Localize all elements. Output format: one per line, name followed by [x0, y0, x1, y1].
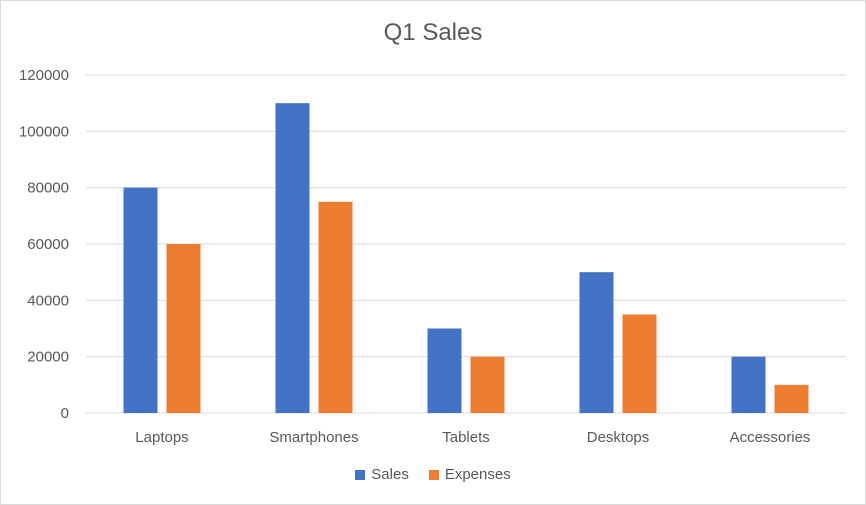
- bar-expenses-laptops: [166, 244, 201, 413]
- legend-label-sales: Sales: [371, 466, 409, 483]
- x-tick-label: Laptops: [135, 429, 188, 446]
- bar-sales-smartphones: [275, 103, 310, 414]
- x-tick-label: Accessories: [730, 429, 811, 446]
- legend-label-expenses: Expenses: [444, 466, 511, 483]
- y-tick-label: 120000: [19, 67, 69, 84]
- bar-sales-accessories: [731, 356, 766, 413]
- legend: Sales Expenses: [1, 466, 865, 483]
- plot-area: 0 20000 40000 60000 80000 100000 120000 Laptops…: [19, 67, 846, 446]
- chart-title: Q1 Sales: [383, 19, 483, 46]
- x-tick-label: Smartphones: [269, 429, 358, 446]
- bar-sales-laptops: [123, 187, 158, 413]
- y-tick-label: 60000: [27, 236, 69, 253]
- legend-swatch-expenses: [428, 469, 439, 480]
- y-tick-label: 100000: [19, 123, 69, 140]
- legend-swatch-sales: [355, 469, 366, 480]
- bar-sales-desktops: [579, 272, 614, 413]
- x-tick-label: Tablets: [442, 429, 490, 446]
- legend-entry-expenses: Expenses: [428, 466, 511, 483]
- legend-entry-sales: Sales: [355, 466, 409, 483]
- x-tick-label: Desktops: [587, 429, 650, 446]
- bar-sales-tablets: [427, 328, 462, 413]
- bar-expenses-desktops: [622, 314, 657, 413]
- bar-expenses-tablets: [470, 356, 505, 413]
- bar-expenses-smartphones: [318, 201, 353, 413]
- y-tick-label: 20000: [27, 349, 69, 366]
- y-tick-label: 0: [61, 405, 69, 422]
- y-tick-label: 40000: [27, 292, 69, 309]
- y-tick-label: 80000: [27, 180, 69, 197]
- bar-expenses-accessories: [774, 384, 809, 413]
